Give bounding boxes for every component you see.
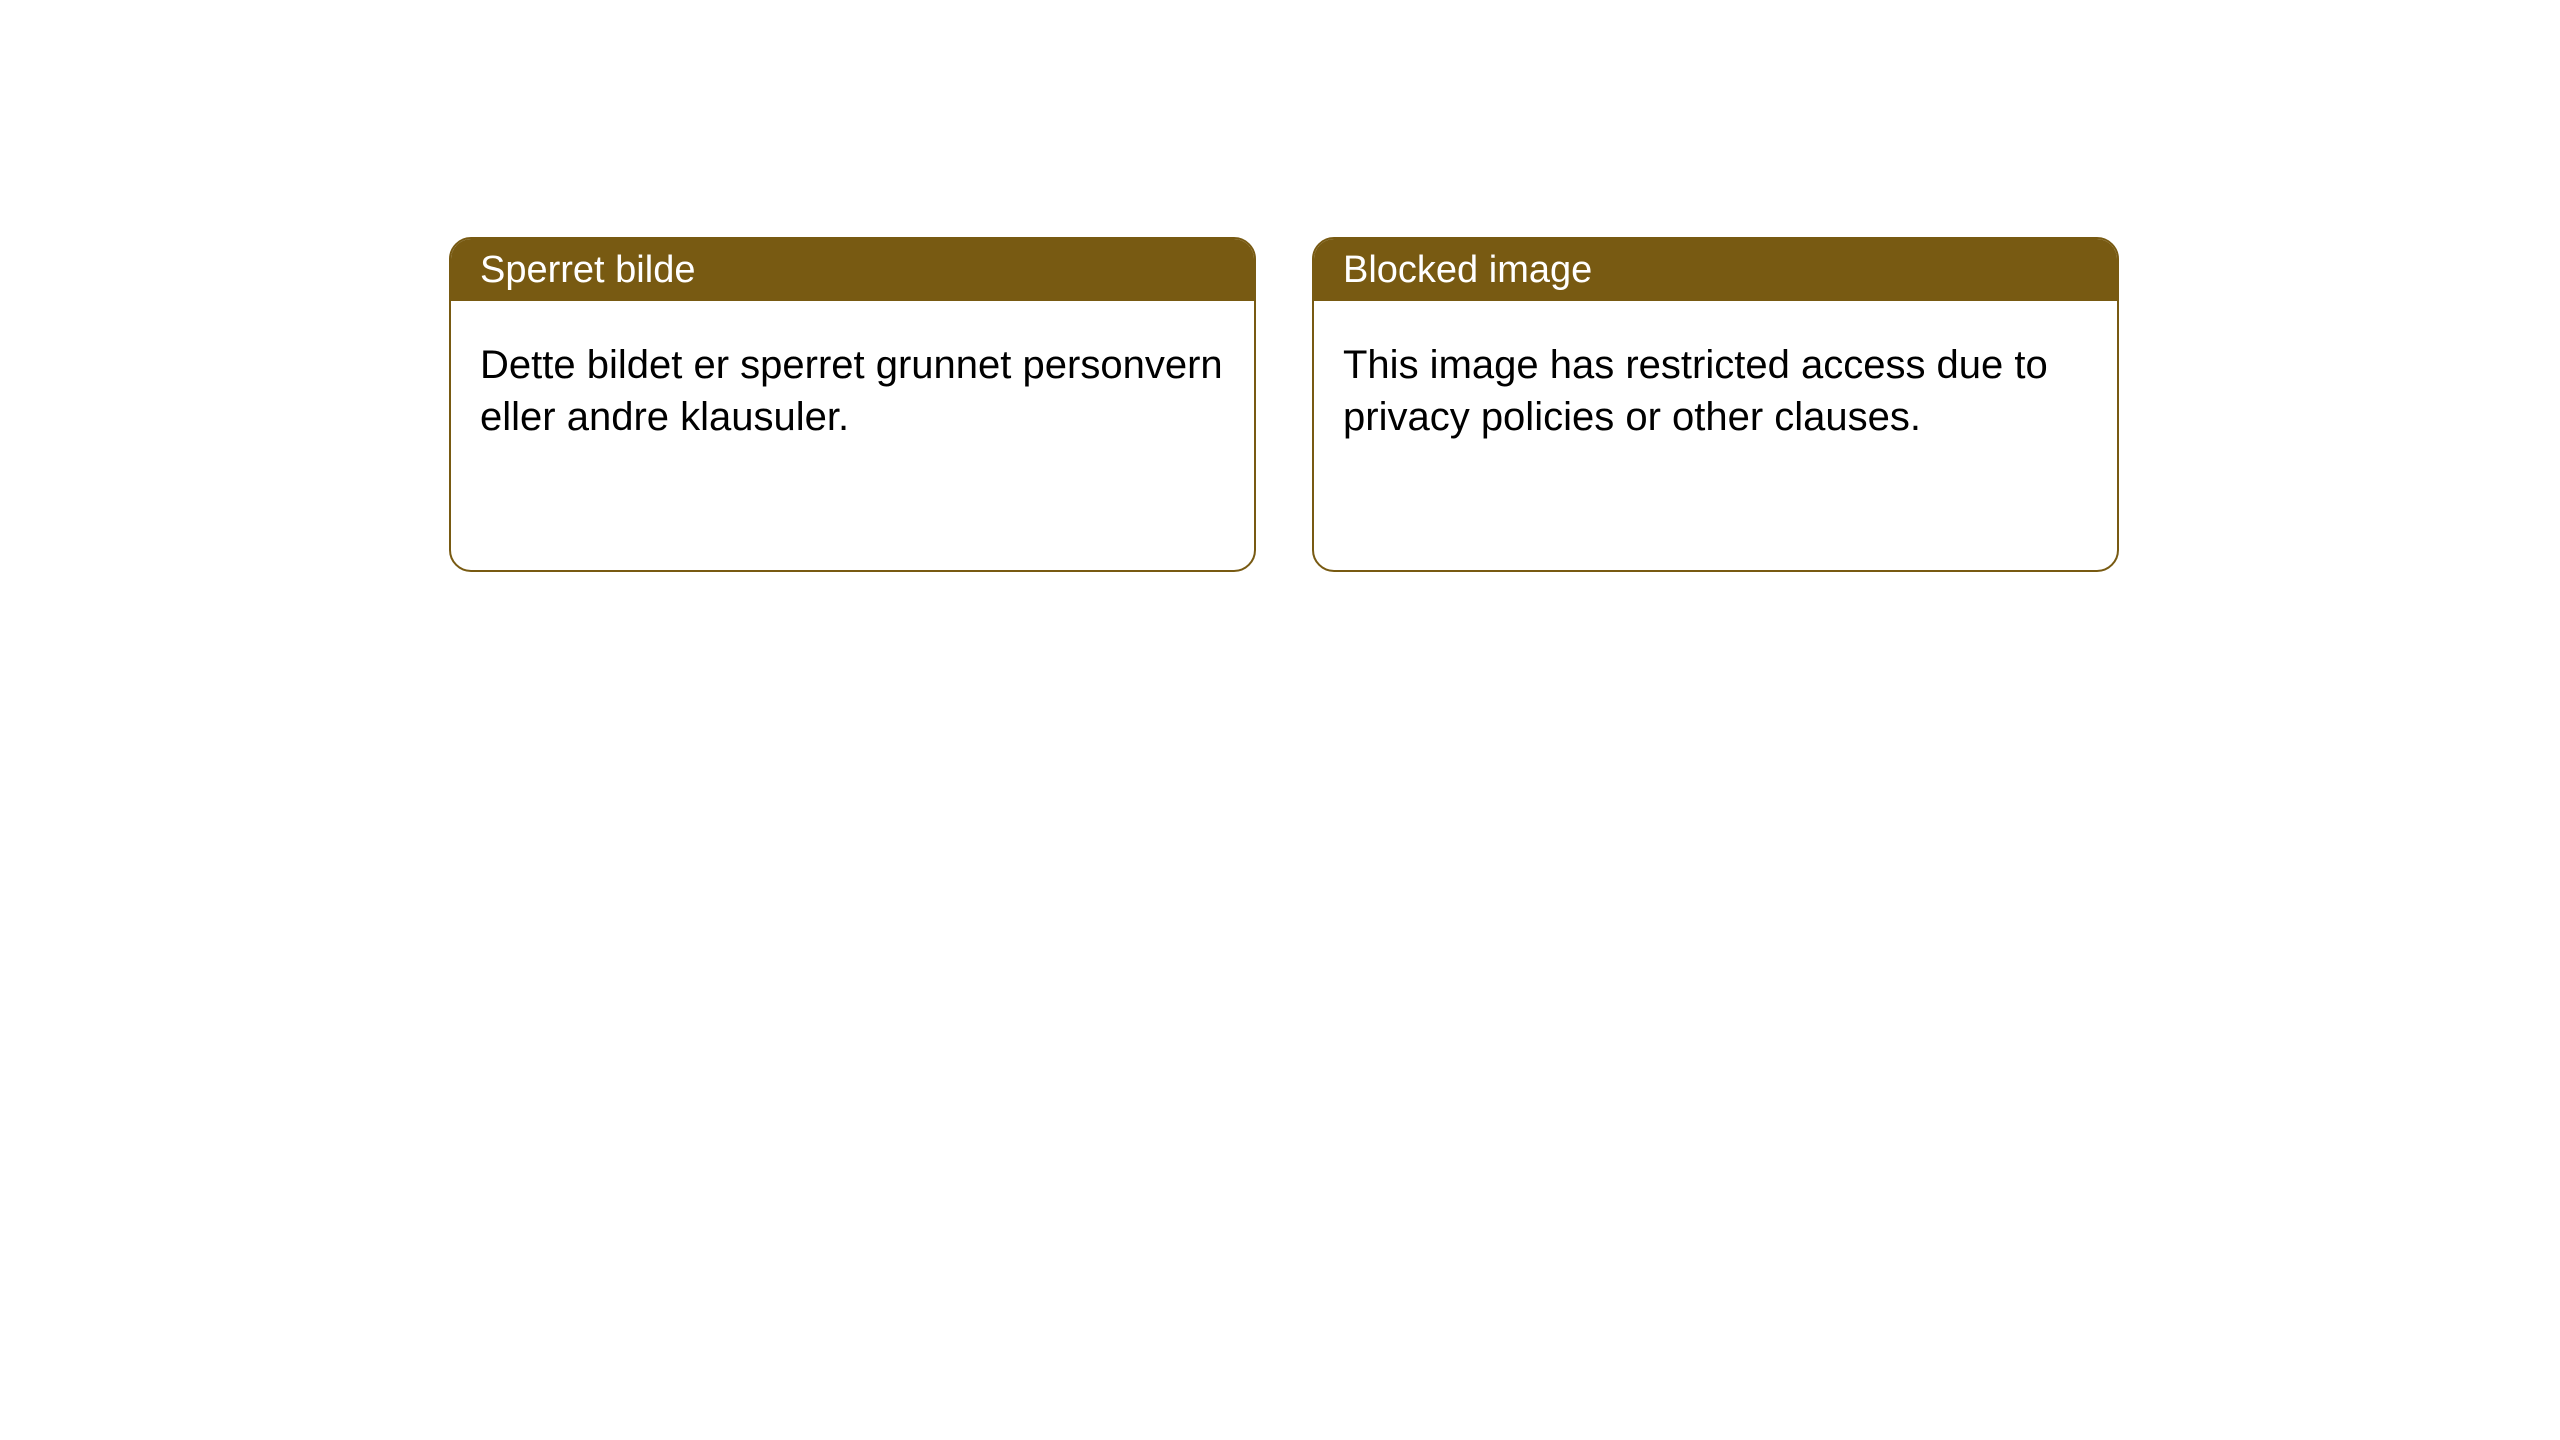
card-header-en: Blocked image xyxy=(1314,239,2117,301)
card-title-en: Blocked image xyxy=(1343,249,1592,292)
card-title-no: Sperret bilde xyxy=(480,249,695,292)
card-header-no: Sperret bilde xyxy=(451,239,1254,301)
card-body-no: Dette bildet er sperret grunnet personve… xyxy=(451,301,1254,481)
card-body-en: This image has restricted access due to … xyxy=(1314,301,2117,481)
card-message-en: This image has restricted access due to … xyxy=(1343,343,2048,439)
notice-container: Sperret bilde Dette bildet er sperret gr… xyxy=(0,0,2560,572)
card-message-no: Dette bildet er sperret grunnet personve… xyxy=(480,343,1223,439)
blocked-image-card-no: Sperret bilde Dette bildet er sperret gr… xyxy=(449,237,1256,572)
blocked-image-card-en: Blocked image This image has restricted … xyxy=(1312,237,2119,572)
